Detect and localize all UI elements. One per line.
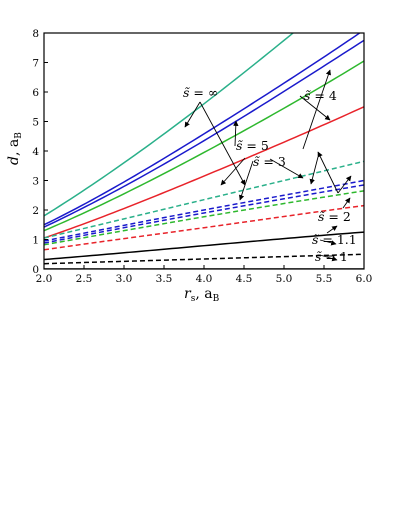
x-tick-label: 2.0: [36, 273, 53, 285]
series-line-s5-solid: [44, 33, 362, 226]
series-line-s3-solid: [44, 60, 364, 232]
annotation-arrow: [317, 151, 339, 194]
annotation-arrow: [309, 156, 319, 185]
series-line-sinf-dashed: [44, 160, 364, 239]
x-axis-label: rs, aB: [184, 286, 220, 304]
annotation-arrow: [337, 175, 352, 194]
x-tick-label: 6.0: [356, 273, 373, 285]
series-line-s1.1-solid: [44, 231, 364, 261]
series-line-s4-solid: [44, 39, 364, 228]
annotation-arrow: [319, 239, 337, 246]
annotation-label: s̃ = 4: [304, 88, 337, 103]
y-axis-label: d, aB: [6, 132, 24, 165]
annotation-label: s̃ = 1.1: [312, 232, 357, 247]
annotation-label: s̃ = ∞: [183, 85, 218, 100]
x-tick-label: 4.0: [196, 273, 213, 285]
annotation-arrow: [319, 254, 338, 262]
annotation-arrow: [299, 95, 331, 121]
annotation-arrow: [220, 157, 246, 186]
series-line-s2-dashed: [44, 204, 364, 251]
y-tick-label: 2: [32, 205, 39, 217]
annotations: s̃ = ∞ s̃ = 5 s̃ = 4 s̃ = 3 s̃ = 2 s̃ = 1.1 s̃…: [183, 85, 357, 264]
x-tick-label: 3.5: [156, 273, 173, 285]
annotation-arrow: [184, 101, 201, 128]
x-tick-label: 5.5: [316, 273, 333, 285]
annotation-arrow: [342, 197, 351, 209]
y-tick-label: 1: [32, 235, 39, 247]
y-tick-label: 5: [32, 117, 39, 129]
annotation-arrow: [238, 160, 254, 201]
annotation-arrow: [233, 120, 239, 147]
series-line-s1.1-dashed: [44, 253, 364, 265]
y-tick-label: 0: [32, 264, 39, 276]
annotation-label: s̃ = 1: [315, 249, 348, 264]
curves: [44, 33, 364, 269]
series-line-s3-dashed: [44, 190, 364, 246]
x-tick-label: 5.0: [276, 273, 293, 285]
x-tick-label: 4.5: [236, 273, 253, 285]
y-tick-label: 7: [32, 58, 39, 70]
annotation-label: s̃ = 5: [236, 138, 269, 153]
y-tick-label: 3: [32, 176, 39, 188]
series-line-sinf-solid: [44, 33, 295, 217]
annotation-arrow: [302, 69, 331, 150]
series-line-s5-dashed: [44, 179, 364, 242]
x-tick-label: 2.5: [76, 273, 93, 285]
y-tick-label: 4: [32, 146, 39, 158]
series-line-s4-dashed: [44, 184, 364, 244]
annotation-arrow: [269, 158, 304, 179]
annotation-label: s̃ = 2: [318, 209, 351, 224]
annotation-label: s̃ = 3: [253, 154, 286, 169]
annotation-arrow: [199, 101, 246, 186]
x-tick-label: 3.0: [116, 273, 133, 285]
annotation-arrows: [184, 69, 352, 262]
annotation-arrow: [326, 225, 338, 234]
axis-ticks: 2.0 2.5 3.0 3.5 4.0 4.5 5.0 5.5 6.0 0 1 2 3 4 5 6 7 8: [32, 28, 372, 285]
series-line-s2-solid: [44, 106, 364, 239]
y-tick-label: 8: [32, 28, 39, 40]
y-tick-label: 6: [32, 87, 39, 99]
